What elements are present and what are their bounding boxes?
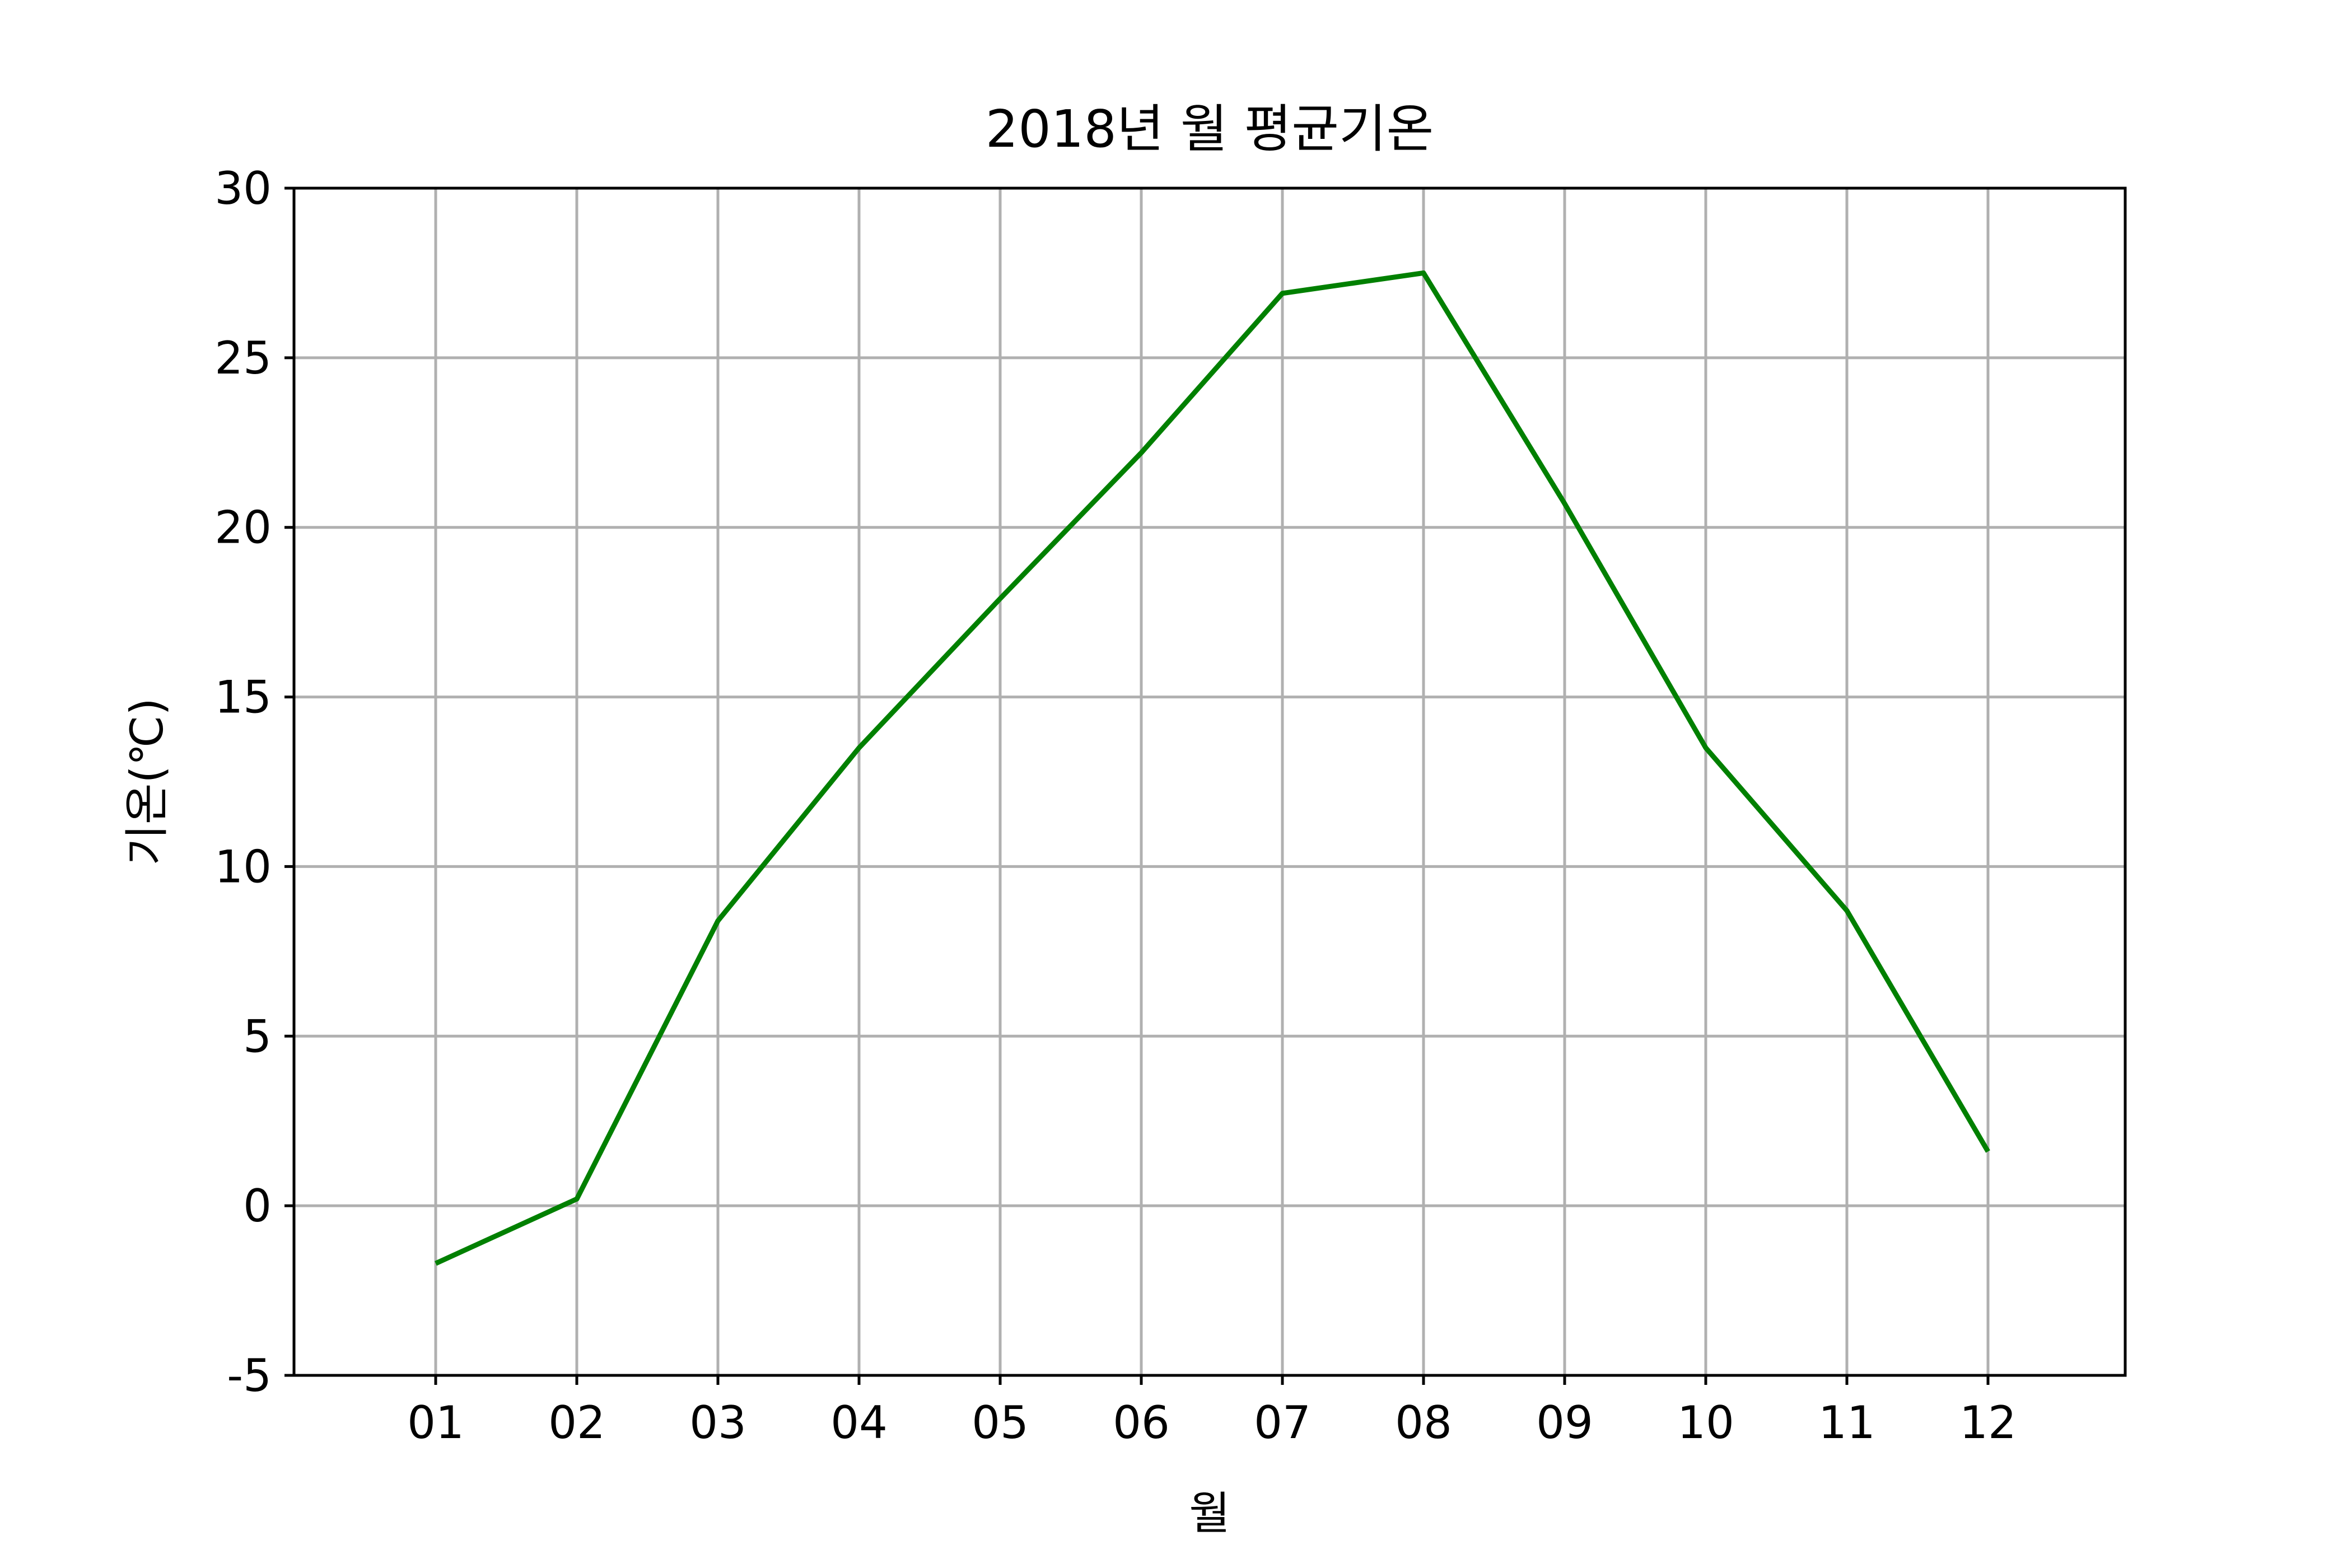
- y-tick-label: -5: [227, 1350, 272, 1402]
- y-axis-label: 기온(℃): [121, 698, 173, 865]
- grid: [294, 186, 2125, 1377]
- x-tick-label: 02: [548, 1397, 605, 1449]
- plot-frame: [292, 186, 2127, 1377]
- x-tick-label: 10: [1677, 1397, 1734, 1449]
- y-tick-label: 0: [243, 1180, 272, 1232]
- x-tick-label: 01: [407, 1397, 464, 1449]
- y-tick-label: 25: [214, 332, 272, 384]
- x-tick-label: 04: [830, 1397, 888, 1449]
- y-tick-label: 5: [243, 1010, 272, 1062]
- x-tick-label: 06: [1113, 1397, 1170, 1449]
- chart-title: 2018년 월 평균기온: [986, 99, 1434, 159]
- x-tick-label: 05: [972, 1397, 1029, 1449]
- y-tick-label: 30: [214, 162, 272, 214]
- y-tick-label: 10: [214, 841, 272, 893]
- x-tick-label: 11: [1818, 1397, 1875, 1449]
- x-tick-label: 03: [689, 1397, 746, 1449]
- x-tick-label: 07: [1254, 1397, 1311, 1449]
- x-tick-label: 08: [1395, 1397, 1452, 1449]
- x-tick-label: 09: [1536, 1397, 1593, 1449]
- x-tick-label: 12: [1959, 1397, 2017, 1449]
- y-ticks: -5 0 5 10 15 20 25 30: [214, 162, 294, 1402]
- x-axis-label: 월: [1189, 1487, 1230, 1539]
- data-line-group: [435, 270, 1990, 1266]
- y-tick-label: 20: [214, 502, 272, 554]
- x-ticks: 01 02 03 04 05 06 07 08 09 10 11 12: [407, 1375, 2017, 1449]
- series-line: [435, 270, 1990, 1266]
- y-tick-label: 15: [214, 671, 272, 724]
